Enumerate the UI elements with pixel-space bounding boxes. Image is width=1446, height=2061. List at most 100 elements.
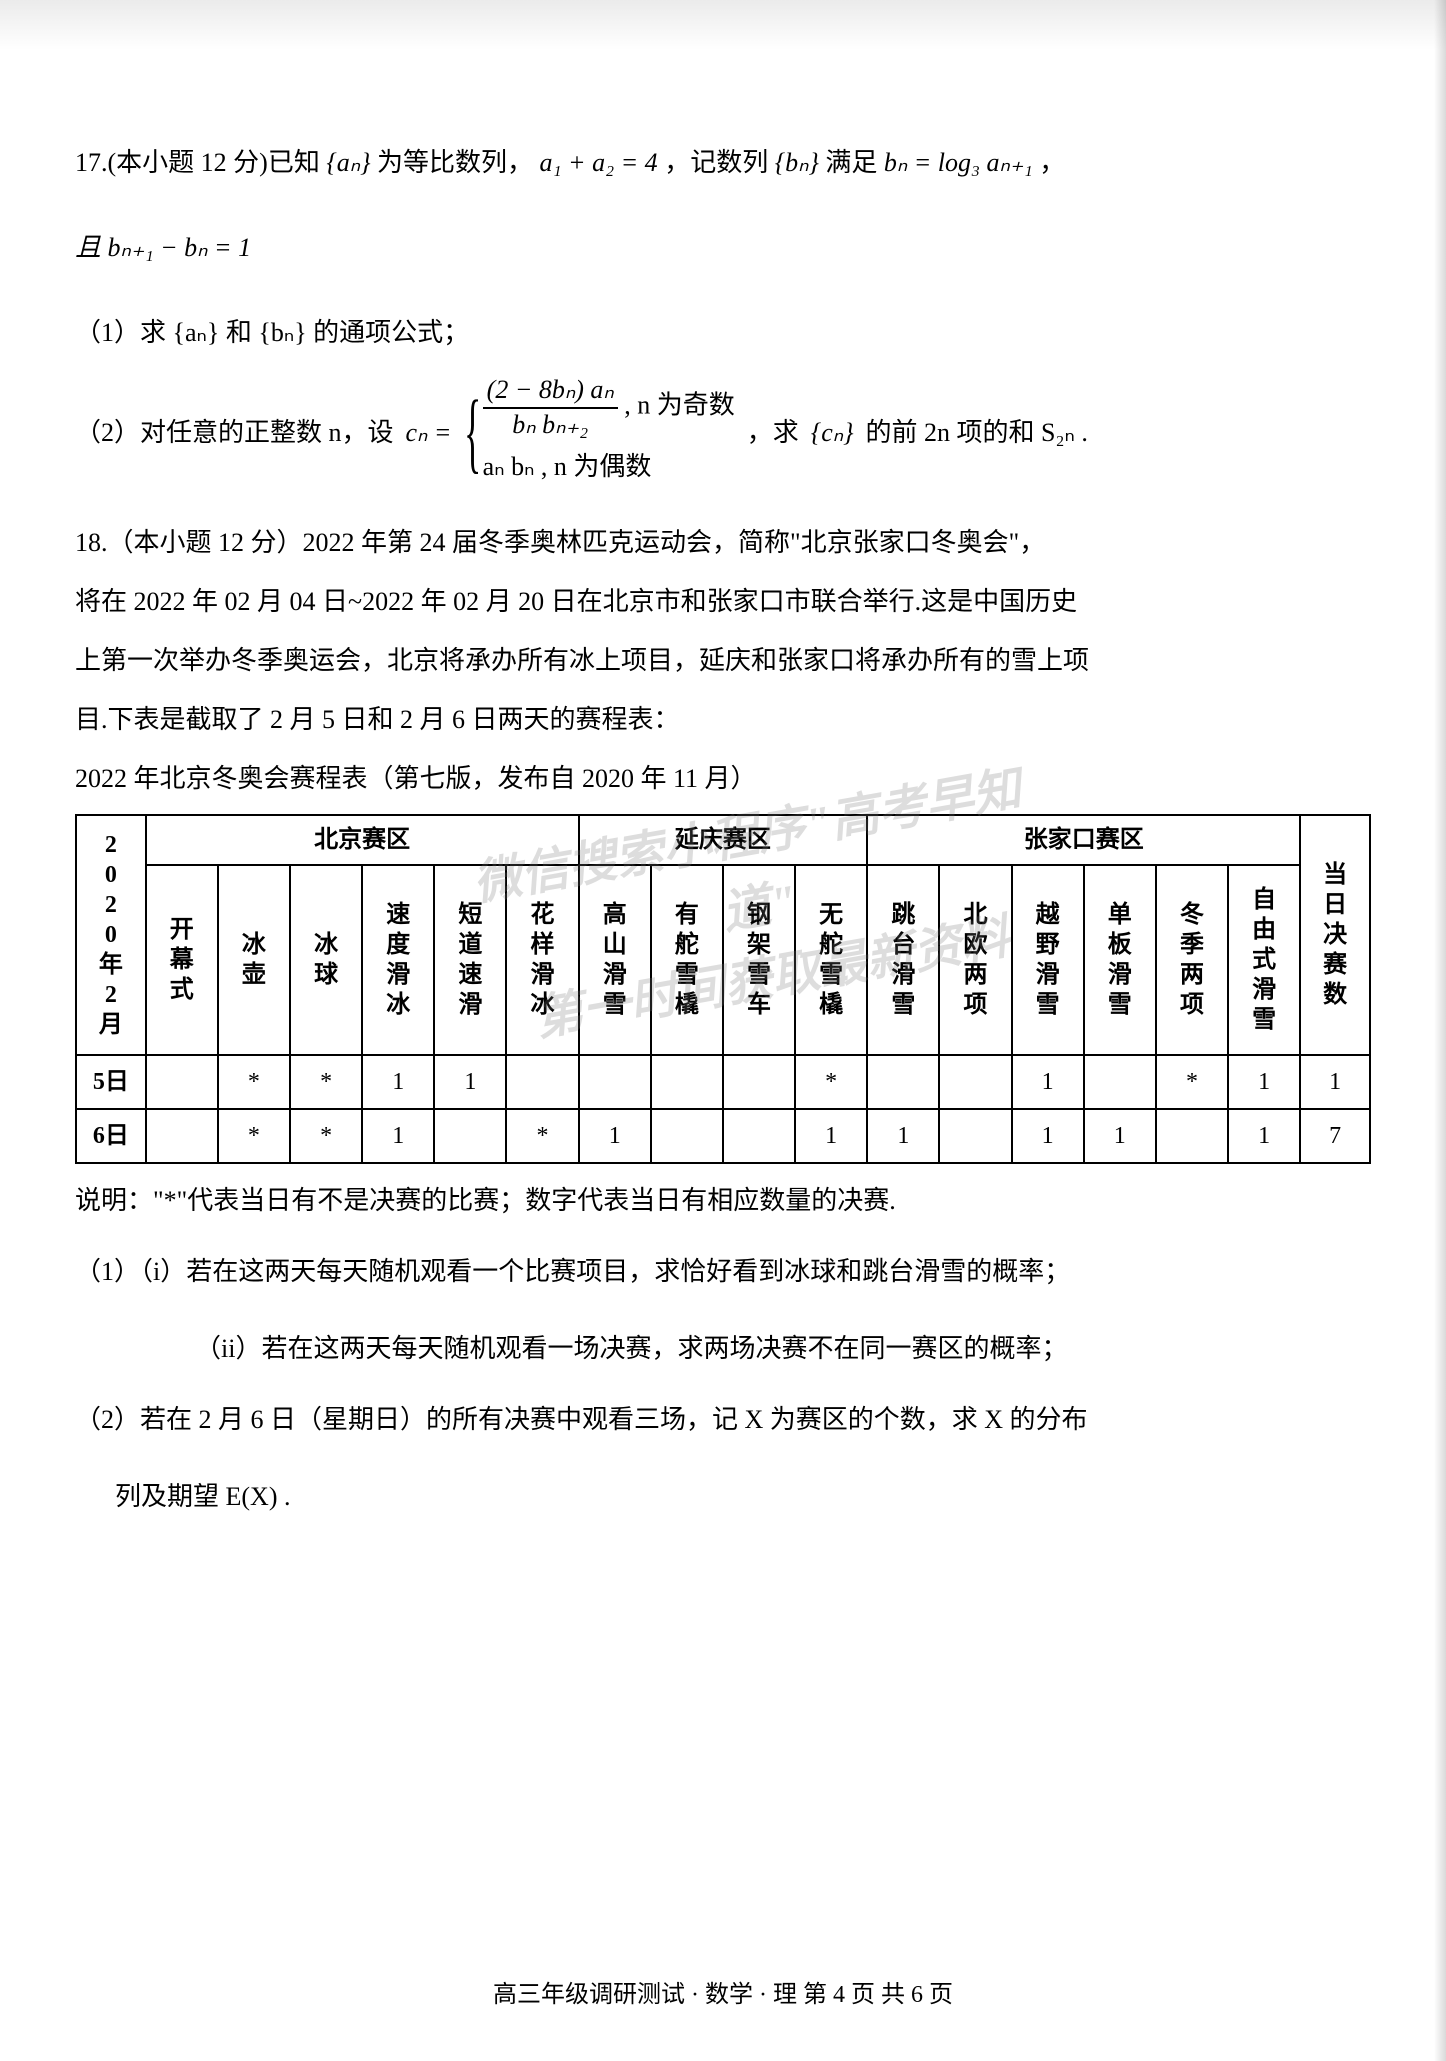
- event-col-header: 高山滑雪: [579, 865, 651, 1055]
- col-char: 欧: [963, 930, 987, 960]
- col-char: 滑: [891, 960, 915, 990]
- top-shadow: [0, 0, 1446, 50]
- col-char: 滑: [458, 990, 482, 1020]
- col-char: 项: [1180, 990, 1204, 1020]
- event-col-header: 越野滑雪: [1012, 865, 1084, 1055]
- q17-part2: （2）对任意的正整数 n，设 cₙ = { (2 − 8bₙ) aₙ bₙ bₙ…: [75, 376, 1371, 490]
- col-char: 数: [1323, 980, 1347, 1010]
- col-char: 滑: [1108, 960, 1132, 990]
- col-char: 短: [458, 900, 482, 930]
- event-col-text: 北欧两项: [942, 894, 1008, 1026]
- q17-part2-tail2: 的前 2n 项的和 S₂ₙ .: [866, 410, 1088, 457]
- table-cell: [434, 1109, 506, 1163]
- col-char: 决: [1323, 920, 1347, 950]
- table-cell: 1: [1012, 1055, 1084, 1109]
- table-cell: [1084, 1055, 1156, 1109]
- year-char: 0: [105, 860, 117, 890]
- event-col-text: 越野滑雪: [1015, 894, 1081, 1026]
- q17-line2: 且 bₙ₊₁ − bₙ = 1: [75, 225, 1371, 272]
- table-cell: 1: [1300, 1055, 1370, 1109]
- q17-tail: ，: [1039, 148, 1065, 177]
- table-cell: 1: [362, 1109, 434, 1163]
- col-char: 项: [963, 990, 987, 1020]
- col-char: 赛: [1323, 950, 1347, 980]
- col-char: 速: [458, 960, 482, 990]
- col-char: 无: [819, 900, 843, 930]
- table-cell: 1: [579, 1109, 651, 1163]
- case2: aₙ bₙ , n 为偶数: [483, 444, 735, 491]
- schedule-table: 2020年2月 北京赛区 延庆赛区 张家口赛区 当日决赛数 开幕式冰壶冰球速度滑…: [75, 814, 1371, 1164]
- left-brace-icon: {: [464, 388, 481, 478]
- col-char: 两: [1180, 960, 1204, 990]
- table-cell: [651, 1055, 723, 1109]
- col-char: 花: [531, 900, 555, 930]
- table-cell: 1: [362, 1055, 434, 1109]
- col-char: 冰: [386, 990, 410, 1020]
- q17-mid1: 为等比数列，: [377, 148, 533, 177]
- page-footer: 高三年级调研测试 · 数学 · 理 第 4 页 共 6 页: [0, 1974, 1446, 2017]
- table-head: 2020年2月 北京赛区 延庆赛区 张家口赛区 当日决赛数 开幕式冰壶冰球速度滑…: [76, 815, 1370, 1055]
- q18-sub1i: （1）（i）若在这两天每天随机观看一个比赛项目，求恰好看到冰球和跳台滑雪的概率；: [75, 1249, 1371, 1296]
- year-char: 2: [105, 980, 117, 1010]
- q18-sub2a: （2）若在 2 月 6 日（星期日）的所有决赛中观看三场，记 X 为赛区的个数，…: [75, 1397, 1371, 1444]
- year-col-text: 2020年2月: [79, 824, 143, 1046]
- event-col-header: 短道速滑: [434, 865, 506, 1055]
- q18-caption: 2022 年北京冬奥会赛程表（第七版，发布自 2020 年 11 月）: [75, 756, 1371, 803]
- event-col-header: 速度滑冰: [362, 865, 434, 1055]
- col-char: 野: [1036, 930, 1060, 960]
- col-char: 冰: [314, 930, 338, 960]
- q18-line3: 上第一次举办冬季奥运会，北京将承办所有冰上项目，延庆和张家口将承办所有的雪上项: [75, 638, 1371, 685]
- col-char: 滑: [386, 960, 410, 990]
- col-char: 单: [1108, 900, 1132, 930]
- q17-line1: 17.(本小题 12 分)已知 aₙ 为等比数列， a₁ + a₂ = 4 ，记…: [75, 140, 1371, 187]
- col-char: 幕: [170, 945, 194, 975]
- col-char: 冰: [531, 990, 555, 1020]
- q17-set-a: aₙ: [326, 148, 370, 177]
- table-cell: 1: [1084, 1109, 1156, 1163]
- col-char: 台: [891, 930, 915, 960]
- table-cell: *: [290, 1055, 362, 1109]
- col-char: 自: [1252, 885, 1276, 915]
- event-col-text: 钢架雪车: [726, 894, 792, 1026]
- event-col-text: 高山滑雪: [582, 894, 648, 1026]
- q17-mid2: ，记数列: [664, 148, 768, 177]
- col-char: 橇: [675, 990, 699, 1020]
- case1-den: bₙ bₙ₊₂: [512, 409, 588, 440]
- table-cell: 1: [867, 1109, 939, 1163]
- col-char: 舵: [675, 930, 699, 960]
- event-col-text: 开幕式: [149, 909, 215, 1011]
- total-col-header: 当日决赛数: [1300, 815, 1370, 1055]
- col-char: 日: [1323, 890, 1347, 920]
- event-col-header: 单板滑雪: [1084, 865, 1156, 1055]
- table-cell: [939, 1055, 1011, 1109]
- event-col-text: 花样滑冰: [509, 894, 575, 1026]
- zone-row: 2020年2月 北京赛区 延庆赛区 张家口赛区 当日决赛数: [76, 815, 1370, 865]
- col-char: 由: [1252, 915, 1276, 945]
- year-char: 2: [105, 830, 117, 860]
- col-char: 雪: [675, 960, 699, 990]
- col-char: 滑: [531, 960, 555, 990]
- table-row: 5日**11*1*11: [76, 1055, 1370, 1109]
- col-char: 壶: [242, 960, 266, 990]
- col-char: 滑: [603, 960, 627, 990]
- zone-zhangjiakou: 张家口赛区: [867, 815, 1300, 865]
- event-col-header: 花样滑冰: [506, 865, 578, 1055]
- col-char: 北: [963, 900, 987, 930]
- col-char: 车: [747, 990, 771, 1020]
- col-char: 雪: [819, 960, 843, 990]
- table-cell: *: [218, 1055, 290, 1109]
- event-col-header: 无舵雪橇: [795, 865, 867, 1055]
- event-col-text: 自由式滑雪: [1231, 879, 1297, 1041]
- table-cell: 7: [1300, 1109, 1370, 1163]
- col-char: 板: [1108, 930, 1132, 960]
- col-char: 式: [170, 975, 194, 1005]
- event-col-header: 冬季两项: [1156, 865, 1228, 1055]
- event-col-text: 冰球: [293, 924, 359, 996]
- col-char: 越: [1036, 900, 1060, 930]
- event-col-header: 开幕式: [146, 865, 218, 1055]
- col-char: 有: [675, 900, 699, 930]
- event-col-text: 有舵雪橇: [654, 894, 720, 1026]
- case1-num: (2 − 8bₙ) aₙ: [483, 376, 618, 409]
- case1-fraction: (2 − 8bₙ) aₙ bₙ bₙ₊₂: [483, 376, 618, 439]
- table-body: 5日**11*1*116日**1*1111117: [76, 1055, 1370, 1163]
